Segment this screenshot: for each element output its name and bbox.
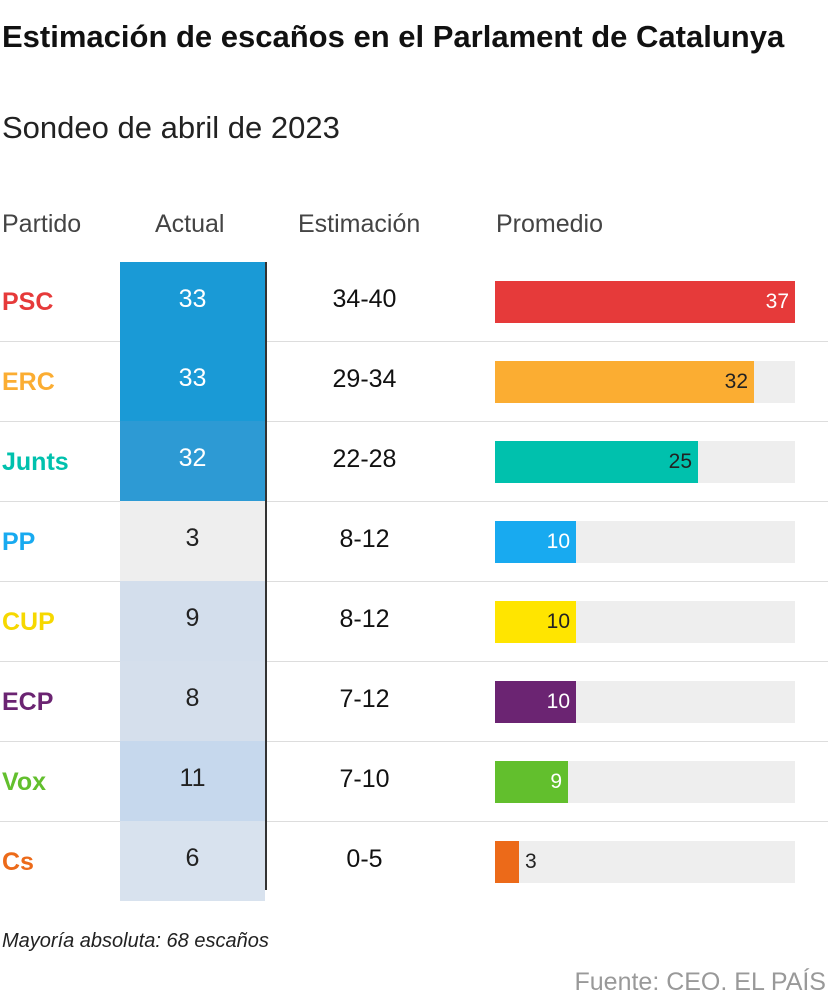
actual-seats: 8: [120, 661, 265, 741]
table-row: CUP 9 8-12 10: [0, 581, 828, 661]
average-bar-track: 37: [495, 281, 795, 323]
chart-subtitle: Sondeo de abril de 2023: [2, 110, 340, 145]
average-bar: [495, 841, 519, 883]
estimate-range: 29-34: [332, 365, 397, 393]
party-name: ERC: [2, 368, 55, 396]
average-bar: [495, 441, 698, 483]
actual-seats: 33: [120, 262, 265, 341]
party-name: Vox: [2, 768, 46, 796]
majority-note: Mayoría absoluta: 68 escaños: [2, 930, 269, 952]
source-credit: Fuente: CEO. EL PAÍS: [574, 968, 826, 996]
column-divider: [265, 262, 267, 890]
table-row: Cs 6 0-5 3: [0, 821, 828, 901]
average-label: 32: [724, 370, 748, 393]
average-bar: [495, 681, 576, 723]
actual-seats: 6: [120, 821, 265, 901]
estimate-range: 8-12: [339, 605, 390, 633]
party-name: PP: [2, 528, 36, 556]
average-label: 25: [668, 450, 692, 473]
average-bar-track: 32: [495, 361, 795, 403]
estimate-range: 7-10: [339, 765, 390, 793]
party-name: Cs: [2, 848, 34, 876]
table-row: PSC 33 34-40 37: [0, 262, 828, 341]
table-row: ERC 33 29-34 32: [0, 341, 828, 421]
average-bar: [495, 521, 576, 563]
average-bar-track: 10: [495, 601, 795, 643]
column-header-party: Partido: [2, 210, 82, 238]
average-bar: [495, 761, 568, 803]
party-name: CUP: [2, 608, 55, 636]
table-row: Vox 11 7-10 9: [0, 741, 828, 821]
average-bar-track: 10: [495, 521, 795, 563]
column-header-average: Promedio: [496, 210, 603, 238]
column-header-actual: Actual: [155, 210, 225, 238]
party-name: Junts: [2, 448, 69, 476]
party-name: PSC: [2, 288, 54, 316]
table-row: PP 3 8-12 10: [0, 501, 828, 581]
estimate-range: 0-5: [346, 845, 383, 873]
party-name: ECP: [2, 688, 54, 716]
average-label: 10: [546, 610, 570, 633]
actual-seats: 11: [120, 741, 265, 821]
actual-seats: 9: [120, 581, 265, 661]
estimate-range: 8-12: [339, 525, 390, 553]
average-label: 37: [765, 290, 789, 313]
average-bar-track: 10: [495, 681, 795, 723]
estimate-range: 7-12: [339, 685, 390, 713]
estimate-range: 34-40: [332, 285, 397, 313]
column-header-estimate: Estimación: [298, 210, 421, 238]
average-bar-track: 25: [495, 441, 795, 483]
average-label: 10: [546, 530, 570, 553]
average-label: 9: [550, 770, 562, 793]
actual-seats: 32: [120, 421, 265, 501]
average-bar-track: 3: [495, 841, 795, 883]
average-bar: [495, 281, 795, 323]
estimate-range: 22-28: [332, 445, 397, 473]
average-bar: [495, 601, 576, 643]
table-row: Junts 32 22-28 25: [0, 421, 828, 501]
average-bar-track: 9: [495, 761, 795, 803]
table-row: ECP 8 7-12 10: [0, 661, 828, 741]
seat-table: PSC 33 34-40 37 ERC 33 29-34 32 Junts 32 22-28 25 PP…: [0, 262, 828, 901]
average-label: 3: [525, 850, 537, 873]
average-label: 10: [546, 690, 570, 713]
chart-title: Estimación de escaños en el Parlament de…: [2, 19, 785, 54]
actual-seats: 33: [120, 341, 265, 421]
average-bar: [495, 361, 754, 403]
actual-seats: 3: [120, 501, 265, 581]
